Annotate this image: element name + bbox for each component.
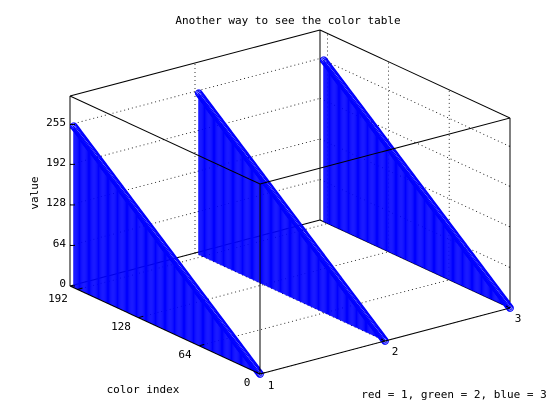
box-edge-top-right: [319, 29, 511, 119]
box-edge-top-front: [259, 117, 511, 185]
stem-series-channel-1: [69, 122, 264, 378]
y-tick-mark: [505, 305, 511, 309]
x-tick-mark: [77, 287, 83, 290]
tick-marks: [70, 124, 511, 375]
stem-marker: [380, 335, 388, 344]
stem-series-channel-3: [319, 56, 514, 312]
channel-legend-note: red = 1, green = 2, blue = 3: [361, 388, 546, 401]
y-tick-mark: [255, 371, 261, 375]
x-tick-label-64: 64: [178, 348, 192, 361]
z-tick-label-64: 64: [53, 237, 67, 250]
z-tick-label-192: 192: [46, 156, 66, 169]
x-tick-label-0: 0: [244, 376, 251, 389]
grid-back-z-line: [319, 58, 511, 147]
x-tick-mark: [138, 315, 144, 319]
y-tick-label-3: 3: [515, 312, 522, 325]
z-tick-label-255: 255: [46, 116, 66, 129]
y-tick-mark: [380, 338, 386, 342]
stem-marker: [381, 337, 389, 345]
stem-marker: [255, 368, 263, 377]
z-axis-label: value: [28, 176, 41, 209]
stems-layer: [69, 56, 514, 378]
x-axis-line: [69, 285, 261, 375]
box-edge-top-back: [69, 29, 321, 97]
grid-back-z-line: [319, 98, 511, 187]
stem-series-channel-2: [194, 89, 389, 345]
x-tick-label-192: 192: [48, 292, 68, 305]
box-edge-top-left: [69, 95, 261, 185]
y-tick-label-2: 2: [392, 345, 399, 358]
z-tick-label-128: 128: [46, 196, 66, 209]
x-tick-mark: [199, 343, 205, 347]
x-tick-mark: [259, 372, 266, 375]
stem-marker: [505, 302, 513, 311]
chart-title: Another way to see the color table: [175, 14, 400, 27]
x-tick-label-128: 128: [111, 320, 131, 333]
z-tick-label-0: 0: [59, 277, 66, 290]
y-tick-label-1: 1: [268, 379, 275, 392]
stem-marker: [506, 304, 514, 312]
x-axis-label: color index: [107, 383, 180, 396]
